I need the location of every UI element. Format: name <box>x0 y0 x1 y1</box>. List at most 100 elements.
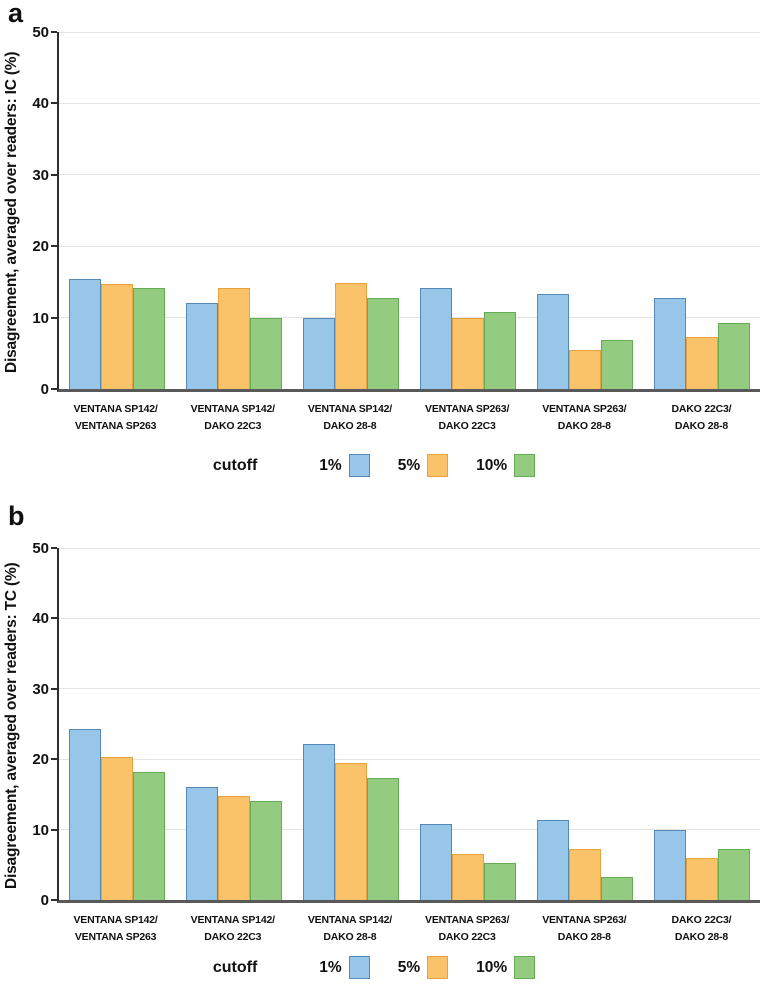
legend-item-10pct: 10% <box>476 956 536 979</box>
legend: cutoff 1% 5% 10% <box>0 956 762 979</box>
gridline <box>59 32 760 33</box>
bar-cutoff-5pct <box>451 854 484 900</box>
plot-area: 0 10 20 30 40 50 <box>32 24 760 398</box>
bar-cutoff-10pct <box>717 322 750 389</box>
gridline <box>59 102 760 104</box>
category-label: VENTANA SP142/DAKO 22C3 <box>190 914 275 944</box>
gridline <box>59 548 760 549</box>
bar-cutoff-1pct <box>419 288 452 389</box>
legend-label: 1% <box>319 958 342 976</box>
bar-group <box>526 548 643 900</box>
y-axis-tick <box>51 316 57 319</box>
legend-label: 1% <box>319 456 342 474</box>
category-label: VENTANA SP142/DAKO 28-8 <box>307 403 392 433</box>
bar-cutoff-1pct <box>303 317 336 389</box>
y-axis-tick <box>51 828 57 831</box>
y-axis-tick <box>51 388 57 390</box>
gridline <box>59 758 760 760</box>
y-axis-tick <box>51 899 57 901</box>
gridline <box>59 174 760 176</box>
bar-cutoff-10pct <box>717 849 750 900</box>
bar-group <box>409 548 526 900</box>
bar-cutoff-10pct <box>133 287 166 389</box>
legend-item-5pct: 5% <box>397 454 449 477</box>
bar-cutoff-5pct <box>218 795 251 900</box>
gridline <box>59 617 760 619</box>
y-tick-label: 40 <box>32 95 49 113</box>
bar-cutoff-1pct <box>186 787 219 900</box>
bar-cutoff-1pct <box>69 728 102 900</box>
category-label: VENTANA SP142/VENTANA SP263 <box>73 403 158 433</box>
y-tick-label: 50 <box>32 540 49 557</box>
bar-group <box>526 32 643 389</box>
bar-cutoff-1pct <box>69 279 102 389</box>
bar-cutoff-5pct <box>218 288 251 389</box>
category-label: VENTANA SP263/DAKO 28-8 <box>542 914 627 944</box>
bar-cutoff-5pct <box>685 858 718 900</box>
y-axis-tick <box>51 687 57 690</box>
legend-title: cutoff <box>212 958 258 976</box>
gridline <box>59 245 760 247</box>
y-axis-tick <box>51 245 57 248</box>
y-tick-label: 30 <box>32 680 49 698</box>
legend-label: 5% <box>397 456 421 474</box>
legend-swatch-10pct <box>514 454 536 477</box>
bar-cutoff-1pct <box>653 829 686 900</box>
y-axis-tick <box>51 758 57 761</box>
legend: cutoff 1% 5% 10% <box>0 454 762 477</box>
category-label: VENTANA SP263/DAKO 22C3 <box>425 403 510 433</box>
y-tick-label: 30 <box>32 166 49 184</box>
bar-cutoff-10pct <box>367 777 400 900</box>
gridline <box>59 688 760 690</box>
panel-b-label: b <box>8 501 25 531</box>
bar-cutoff-1pct <box>536 820 569 900</box>
bar-cutoff-10pct <box>250 317 283 389</box>
y-axis-title: Disagreement, averaged over readers: TC … <box>3 562 20 889</box>
y-axis-tick <box>51 173 57 176</box>
y-tick-label: 10 <box>32 821 49 839</box>
x-axis-labels: VENTANA SP142/VENTANA SP263 VENTANA SP142… <box>57 401 760 436</box>
y-axis-tick <box>51 102 57 105</box>
bar-group <box>176 32 293 389</box>
bar-cutoff-5pct <box>451 317 484 389</box>
bar-cutoff-5pct <box>335 763 368 900</box>
bar-cutoff-5pct <box>335 283 368 389</box>
bar-cutoff-1pct <box>303 743 336 900</box>
plot-area: 0 10 20 30 40 50 <box>32 540 760 909</box>
legend-label: 5% <box>397 958 421 976</box>
bar-cutoff-5pct <box>101 757 134 900</box>
legend-label: 10% <box>476 958 508 976</box>
y-axis-tick <box>51 31 57 33</box>
gridline <box>59 829 760 831</box>
y-tick-label: 0 <box>40 381 49 398</box>
category-label: VENTANA SP142/DAKO 22C3 <box>190 403 275 433</box>
bar-group <box>409 32 526 389</box>
panel-a: a Disagreement, averaged over readers: I… <box>0 0 762 497</box>
bar-cutoff-10pct <box>483 311 516 389</box>
legend-item-10pct: 10% <box>476 454 536 477</box>
category-label: VENTANA SP263/DAKO 28-8 <box>542 403 627 433</box>
bar-cutoff-10pct <box>600 877 633 900</box>
panel-b: b Disagreement, averaged over readers: T… <box>0 498 762 995</box>
legend-swatch-5pct <box>427 454 449 477</box>
bar-cutoff-1pct <box>653 298 686 389</box>
bar-cutoff-1pct <box>419 823 452 900</box>
bar-group <box>643 32 760 389</box>
bar-group <box>643 548 760 900</box>
legend-swatch-1pct <box>348 454 370 477</box>
y-tick-label: 20 <box>32 238 49 256</box>
bar-cutoff-10pct <box>483 863 516 900</box>
bar-group <box>176 548 293 900</box>
bar-group <box>293 32 410 389</box>
y-tick-label: 20 <box>32 751 49 769</box>
bar-group <box>293 548 410 900</box>
y-tick-label: 40 <box>32 610 49 628</box>
bar-cutoff-10pct <box>367 298 400 389</box>
category-label: VENTANA SP142/VENTANA SP263 <box>73 914 158 944</box>
bar-cutoff-10pct <box>133 771 166 900</box>
category-label: DAKO 22C3/DAKO 28-8 <box>671 403 732 433</box>
legend-item-5pct: 5% <box>397 956 449 979</box>
legend-swatch-1pct <box>348 956 370 979</box>
y-tick-label: 50 <box>32 24 49 41</box>
